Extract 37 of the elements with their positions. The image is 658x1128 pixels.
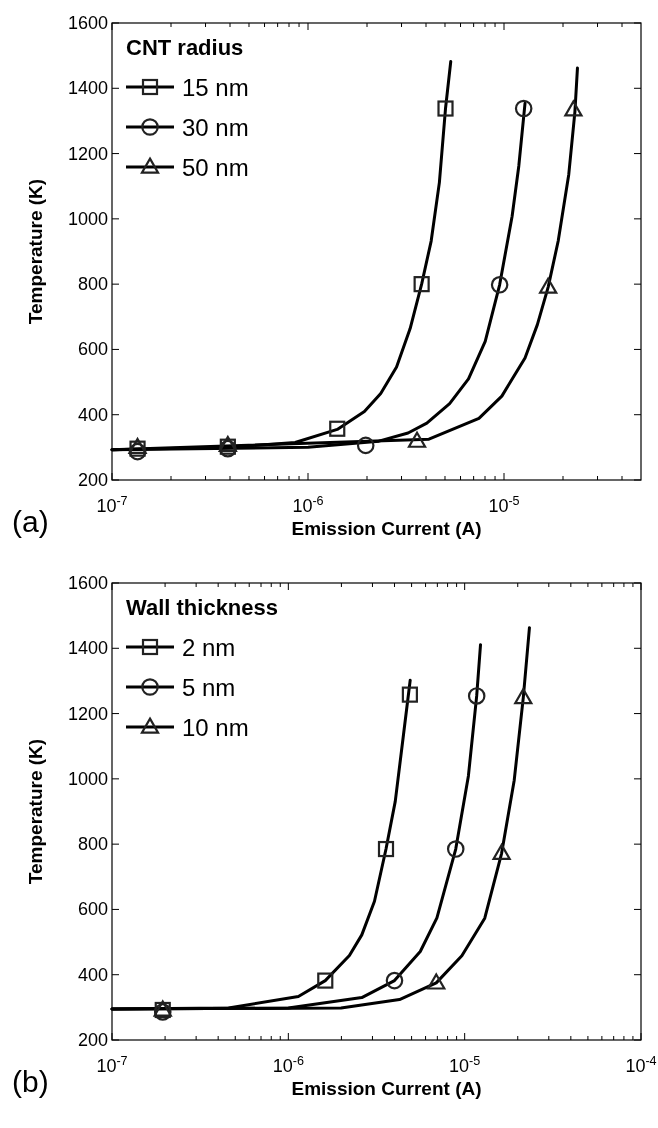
x-axis-title: Emission Current (A) [291,1078,482,1099]
y-tick-label: 1400 [67,78,108,99]
legend-label: 15 nm [182,74,249,101]
y-tick-label: 1200 [67,143,108,164]
y-axis-title: Temperature (K) [25,178,46,325]
y-tick-label: 1600 [67,13,108,33]
y-tick-label: 600 [77,899,108,920]
x-tick-label: 10$^{-5}$ [488,494,520,516]
y-tick-label: 800 [77,834,108,855]
legend-label: 5 nm [182,674,236,701]
x-tick-label: 10$^{-5}$ [449,1054,481,1076]
legend-label: 10 nm [182,714,249,741]
x-tick-label: 10$^{-6}$ [292,494,324,516]
y-tick-label: 1600 [67,573,108,593]
x-tick-label: 10$^{-4}$ [625,1054,657,1076]
text: (b) [12,1065,49,1098]
y-tick-label: 1200 [67,703,108,724]
legend-title: CNT radius [126,35,244,60]
x-tick-label: 10$^{-7}$ [96,1054,128,1076]
x-axis-title: Emission Current (A) [291,518,482,539]
y-tick-label: 1000 [67,208,108,229]
y-tick-label: 1400 [67,638,108,659]
y-tick-label: 400 [77,404,108,425]
legend-label: 2 nm [182,634,236,661]
text: (a) [12,505,49,538]
y-tick-label: 800 [77,274,108,295]
y-tick-label: 200 [77,1030,108,1050]
y-tick-label: 200 [77,470,108,490]
y-tick-label: 400 [77,964,108,985]
legend-label: 50 nm [182,154,249,181]
legend-title: Wall thickness [126,595,279,620]
y-tick-label: 1000 [67,768,108,789]
x-tick-label: 10$^{-7}$ [96,494,128,516]
y-tick-label: 600 [77,339,108,360]
y-axis-title: Temperature (K) [25,738,46,885]
x-tick-label: 10$^{-6}$ [272,1054,304,1076]
legend-label: 30 nm [182,114,249,141]
